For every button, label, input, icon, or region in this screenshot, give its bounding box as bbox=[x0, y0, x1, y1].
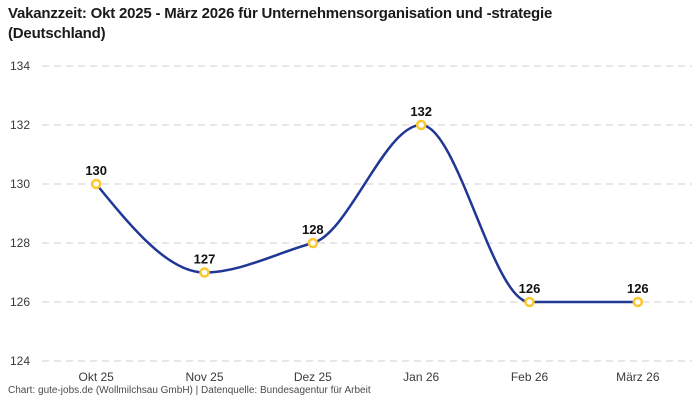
x-axis-labels: Okt 25 Nov 25 Dez 25 Jan 26 Feb 26 März 26 bbox=[78, 370, 659, 384]
value-labels: 130 127 128 132 126 126 bbox=[85, 104, 648, 296]
data-point-label: 132 bbox=[410, 104, 432, 119]
data-point-marker bbox=[415, 119, 427, 131]
y-tick-label: 126 bbox=[10, 295, 30, 309]
data-point-label: 126 bbox=[627, 281, 649, 296]
x-tick-label: Okt 25 bbox=[78, 370, 114, 384]
y-tick-label: 130 bbox=[10, 177, 30, 191]
y-tick-label: 124 bbox=[10, 354, 30, 368]
series-line bbox=[94, 123, 640, 304]
chart-title: Vakanzzeit: Okt 2025 - März 2026 für Unt… bbox=[8, 5, 553, 43]
x-tick-label: Nov 25 bbox=[185, 370, 223, 384]
data-point-marker bbox=[199, 267, 210, 278]
y-tick-label: 132 bbox=[10, 118, 30, 132]
data-point-label: 130 bbox=[85, 163, 107, 178]
data-point-marker bbox=[524, 296, 535, 308]
data-point-label: 127 bbox=[194, 252, 216, 267]
data-point-marker bbox=[307, 237, 319, 249]
x-tick-label: Feb 26 bbox=[511, 370, 549, 384]
line-series bbox=[94, 123, 640, 304]
data-point-marker bbox=[632, 296, 644, 308]
x-tick-label: Dez 25 bbox=[294, 370, 332, 384]
data-point-label: 126 bbox=[519, 281, 541, 296]
chart-attribution: Chart: gute-jobs.de (Wollmilchsau GmbH) … bbox=[8, 385, 371, 396]
y-tick-label: 128 bbox=[10, 236, 30, 250]
x-tick-label: Jan 26 bbox=[403, 370, 439, 384]
x-tick-label: März 26 bbox=[616, 370, 660, 384]
y-tick-label: 134 bbox=[10, 59, 30, 73]
gridlines bbox=[42, 65, 692, 362]
data-point-marker bbox=[90, 178, 102, 190]
y-axis-labels: 124 126 128 130 132 134 bbox=[10, 59, 30, 368]
data-point-markers bbox=[90, 119, 644, 308]
data-point-label: 128 bbox=[302, 222, 324, 237]
